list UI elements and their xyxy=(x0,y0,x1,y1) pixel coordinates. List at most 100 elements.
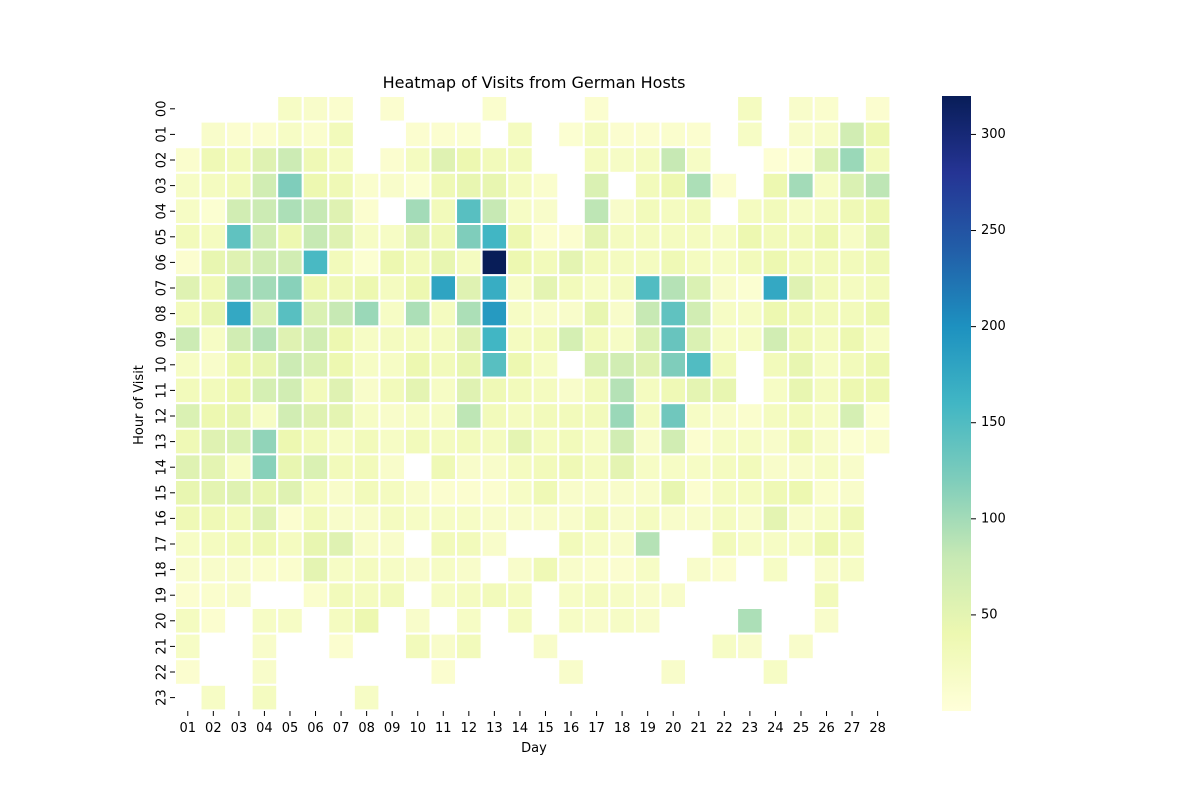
x-tick-label: 12 xyxy=(461,721,478,736)
heatmap-cell xyxy=(787,325,815,353)
heatmap-cell xyxy=(327,274,355,302)
heatmap-cell xyxy=(225,171,253,200)
heatmap-cell xyxy=(276,376,304,405)
heatmap-cell xyxy=(863,351,892,379)
heatmap-cell xyxy=(455,453,483,481)
heatmap-cell xyxy=(557,427,585,456)
heatmap-cell xyxy=(812,555,841,584)
heatmap-cell xyxy=(276,325,304,353)
heatmap-cell xyxy=(506,479,534,507)
heatmap-cell xyxy=(250,120,279,149)
y-tick-label: 01 xyxy=(155,126,170,143)
heatmap-cell xyxy=(812,479,841,507)
y-tick-label: 15 xyxy=(155,485,170,502)
heatmap-cell xyxy=(761,376,790,405)
heatmap-cell xyxy=(633,581,662,610)
heatmap-cell xyxy=(225,248,253,277)
heatmap-cell xyxy=(455,632,483,661)
heatmap-cell xyxy=(225,402,253,430)
heatmap-cell xyxy=(787,427,815,456)
heatmap-cell xyxy=(455,427,483,456)
heatmap-cell xyxy=(557,658,585,686)
heatmap-cell xyxy=(736,402,764,430)
heatmap-cell xyxy=(327,376,355,405)
heatmap-cell xyxy=(199,402,228,430)
heatmap-cell xyxy=(403,479,432,507)
heatmap-cell xyxy=(276,146,304,174)
heatmap-cell xyxy=(685,299,713,328)
heatmap-cell xyxy=(429,632,458,661)
y-tick-label: 00 xyxy=(155,101,170,118)
heatmap-cell xyxy=(199,479,228,507)
heatmap-cell xyxy=(455,607,483,635)
heatmap-cell xyxy=(557,325,585,353)
heatmap-cell xyxy=(403,351,432,379)
heatmap-cell xyxy=(378,479,406,507)
heatmap-cell xyxy=(480,402,509,430)
heatmap-cell xyxy=(812,146,841,174)
heatmap-cell xyxy=(455,120,483,149)
heatmap-cell xyxy=(531,223,560,251)
y-tick-label: 09 xyxy=(155,331,170,348)
heatmap-cell xyxy=(455,479,483,507)
heatmap-cell xyxy=(327,95,355,123)
heatmap-cell xyxy=(685,325,713,353)
heatmap-cell xyxy=(429,453,458,481)
heatmap-cells xyxy=(174,95,892,712)
heatmap-cell xyxy=(480,325,509,353)
y-tick-label: 04 xyxy=(155,203,170,220)
heatmap-cell xyxy=(174,658,202,686)
x-tick-label: 26 xyxy=(818,721,835,736)
x-tick-label: 22 xyxy=(716,721,733,736)
heatmap-cell xyxy=(863,95,892,123)
heatmap-cell xyxy=(736,530,764,558)
heatmap-cell xyxy=(327,427,355,456)
heatmap-cell xyxy=(480,223,509,251)
heatmap-cell xyxy=(531,402,560,430)
heatmap-cell xyxy=(327,632,355,661)
heatmap-cell xyxy=(301,274,330,302)
heatmap-cell xyxy=(250,402,279,430)
heatmap-cell xyxy=(429,325,458,353)
heatmap-cell xyxy=(403,299,432,328)
heatmap-cell xyxy=(582,555,611,584)
y-tick-label: 16 xyxy=(155,510,170,527)
heatmap-cell xyxy=(685,427,713,456)
heatmap-cell xyxy=(352,683,381,712)
heatmap-cell xyxy=(455,504,483,533)
heatmap-cell xyxy=(352,479,381,507)
heatmap-cell xyxy=(506,555,534,584)
heatmap-cell xyxy=(250,504,279,533)
heatmap-cell xyxy=(863,402,892,430)
heatmap-cell xyxy=(659,197,688,225)
heatmap-cell xyxy=(378,453,406,481)
heatmap-cell xyxy=(250,427,279,456)
heatmap-cell xyxy=(761,453,790,481)
heatmap-cell xyxy=(506,223,534,251)
heatmap-cell xyxy=(276,351,304,379)
heatmap-cell xyxy=(838,248,866,277)
heatmap-cell xyxy=(633,607,662,635)
heatmap-cell xyxy=(812,120,841,149)
heatmap-cell xyxy=(301,197,330,225)
heatmap-cell xyxy=(710,427,739,456)
heatmap-cell xyxy=(225,299,253,328)
heatmap-cell xyxy=(378,95,406,123)
heatmap-cell xyxy=(633,479,662,507)
heatmap-cell xyxy=(582,120,611,149)
heatmap-cell xyxy=(199,376,228,405)
heatmap-cell xyxy=(429,658,458,686)
heatmap-cell xyxy=(174,632,202,661)
heatmap-cell xyxy=(429,427,458,456)
heatmap-cell xyxy=(736,299,764,328)
heatmap-cell xyxy=(863,376,892,405)
y-tick-label: 06 xyxy=(155,254,170,271)
heatmap-cell xyxy=(250,376,279,405)
heatmap-cell xyxy=(352,402,381,430)
heatmap-cell xyxy=(352,197,381,225)
heatmap-cell xyxy=(327,530,355,558)
heatmap-cell xyxy=(608,120,636,149)
heatmap-cell xyxy=(378,581,406,610)
heatmap-cell xyxy=(710,555,739,584)
heatmap-cell xyxy=(710,325,739,353)
